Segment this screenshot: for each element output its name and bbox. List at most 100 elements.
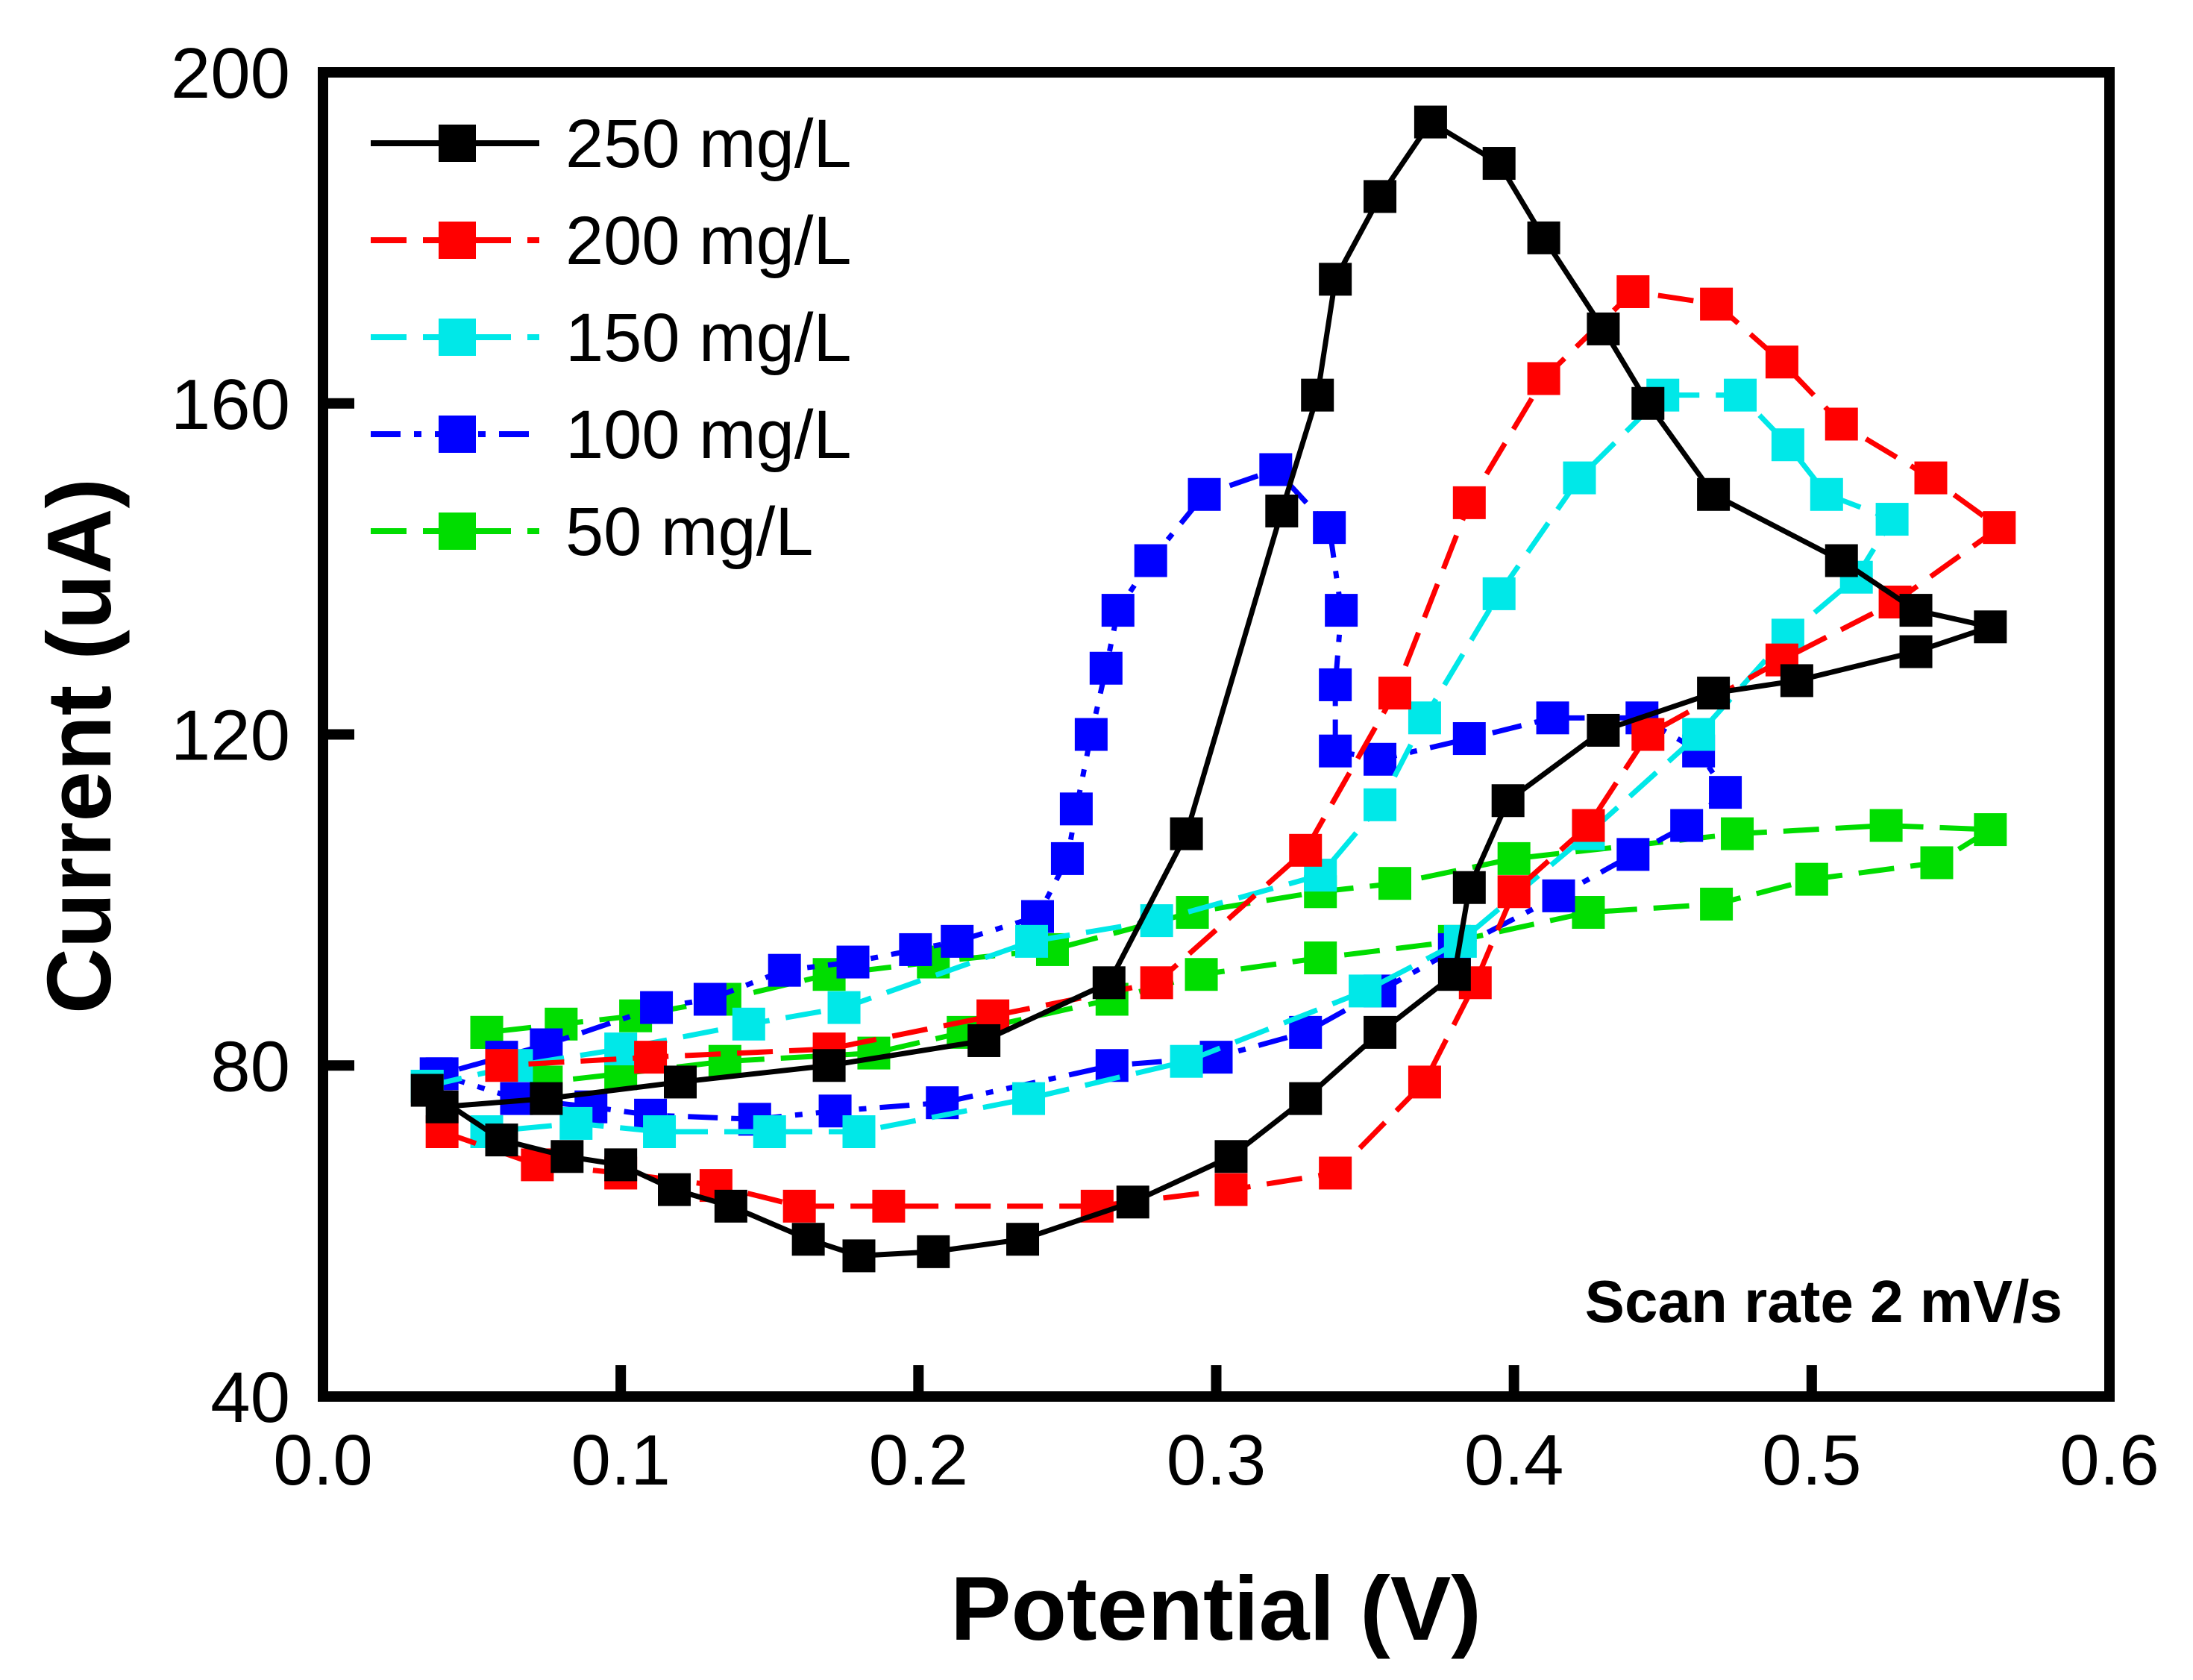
data-point [664, 1065, 697, 1099]
data-point [640, 991, 674, 1024]
data-point [899, 933, 932, 966]
data-point [708, 1044, 741, 1078]
data-point [1364, 180, 1397, 213]
data-point [1265, 494, 1299, 527]
data-point [1974, 813, 2007, 847]
data-point [1199, 1041, 1233, 1074]
data-point [791, 1223, 825, 1256]
legend-item: 250 mg/L [371, 106, 852, 182]
data-point [836, 945, 870, 979]
data-point [1170, 1044, 1203, 1078]
legend-marker [439, 513, 476, 550]
data-point [1482, 147, 1516, 181]
data-point [1616, 275, 1650, 308]
data-point [1170, 817, 1203, 850]
y-axis-title: Current (uA) [28, 478, 130, 1014]
data-point [872, 1189, 906, 1223]
series-line [485, 823, 1993, 1085]
data-point [1542, 879, 1575, 912]
data-point [967, 1024, 1001, 1057]
data-point [1724, 378, 1757, 412]
data-point [1101, 594, 1135, 627]
legend-marker [439, 222, 476, 259]
series-line [425, 119, 1993, 1259]
data-point [1349, 974, 1382, 1008]
data-point [1700, 287, 1734, 321]
x-tick-label: 0.2 [869, 1420, 968, 1500]
legend-label: 100 mg/L [565, 397, 852, 473]
data-point [559, 1106, 593, 1140]
data-point [1378, 867, 1411, 900]
x-tick-label: 0.6 [2059, 1420, 2159, 1500]
data-point [1572, 896, 1605, 930]
data-point [1700, 887, 1734, 921]
data-point [1188, 477, 1221, 511]
data-point [643, 1115, 677, 1148]
data-point [1325, 594, 1358, 627]
x-tick-label: 0.4 [1464, 1420, 1563, 1500]
data-point [1289, 833, 1323, 867]
data-point [1983, 511, 2016, 545]
data-point [1408, 1065, 1441, 1099]
data-point [1631, 386, 1665, 420]
data-point [753, 1115, 786, 1148]
data-point [917, 1235, 950, 1268]
data-point [1920, 846, 1954, 880]
data-point [1587, 312, 1620, 345]
x-tick-label: 0.3 [1167, 1420, 1266, 1500]
axis-ticks: 0.0 0.1 0.2 0.3 0.4 0.5 0.6 40 80 120 160 200 [171, 34, 2159, 1500]
y-tick-label: 200 [171, 34, 290, 113]
data-point [1572, 809, 1605, 842]
legend-item: 50 mg/L [371, 494, 813, 570]
data-point [425, 1090, 459, 1123]
data-point [1709, 776, 1742, 809]
data-point [941, 924, 974, 958]
series-250-mg-l [410, 105, 2007, 1273]
data-point [1491, 784, 1525, 818]
data-point [1527, 362, 1560, 395]
data-point [1116, 1185, 1149, 1219]
data-point [1825, 407, 1858, 441]
legend-label: 150 mg/L [565, 300, 852, 376]
data-point [1301, 378, 1334, 412]
legend-marker [439, 125, 476, 162]
data-point [732, 1007, 765, 1041]
data-point [530, 1028, 563, 1062]
data-point [1313, 511, 1346, 545]
data-point [1319, 668, 1352, 701]
data-point [1364, 1015, 1397, 1049]
data-point [1089, 651, 1123, 685]
data-point [1059, 792, 1093, 826]
data-point [1810, 477, 1843, 511]
data-point [714, 1189, 747, 1223]
x-tick-label: 0.5 [1762, 1420, 1861, 1500]
data-point [1006, 1223, 1040, 1256]
data-point [1304, 941, 1337, 975]
data-point [1616, 838, 1650, 871]
legend-marker [439, 416, 476, 453]
data-point [1795, 862, 1828, 896]
data-point [842, 1239, 876, 1273]
data-point [1536, 701, 1569, 735]
data-point [1319, 1156, 1352, 1190]
data-point [1140, 966, 1173, 1000]
data-point [1378, 677, 1411, 710]
data-point [485, 1049, 518, 1082]
data-point [1721, 817, 1754, 850]
legend-item: 100 mg/L [371, 397, 852, 473]
data-point [1899, 635, 1933, 668]
y-tick-label: 80 [210, 1027, 290, 1106]
data-point [604, 1148, 638, 1182]
data-point [1437, 958, 1471, 991]
x-axis-title: Potential (V) [950, 1558, 1481, 1659]
data-point [1682, 718, 1716, 751]
data-point [782, 1189, 816, 1223]
data-point [827, 991, 861, 1024]
data-point [1452, 486, 1486, 519]
data-point [1869, 809, 1903, 842]
data-point [693, 982, 727, 1016]
data-point [1631, 718, 1665, 751]
data-point [1670, 809, 1704, 842]
data-point [1134, 544, 1167, 577]
data-point [1364, 788, 1397, 821]
